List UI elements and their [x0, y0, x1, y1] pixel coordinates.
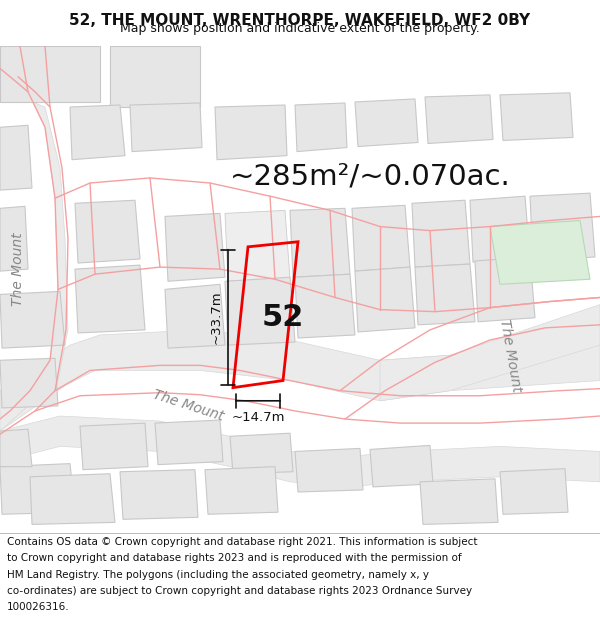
Polygon shape	[70, 105, 125, 160]
Polygon shape	[0, 92, 68, 431]
Polygon shape	[0, 206, 28, 271]
Polygon shape	[75, 200, 140, 263]
Polygon shape	[295, 274, 355, 338]
Polygon shape	[355, 267, 415, 332]
Polygon shape	[0, 429, 32, 467]
Polygon shape	[0, 291, 65, 348]
Polygon shape	[370, 446, 433, 487]
Polygon shape	[295, 103, 347, 152]
Polygon shape	[500, 469, 568, 514]
Polygon shape	[0, 125, 32, 190]
Polygon shape	[120, 470, 198, 519]
Text: to Crown copyright and database rights 2023 and is reproduced with the permissio: to Crown copyright and database rights 2…	[7, 553, 462, 563]
Text: The Mount: The Mount	[497, 318, 523, 392]
Text: ~14.7m: ~14.7m	[231, 411, 285, 424]
Text: Contains OS data © Crown copyright and database right 2021. This information is : Contains OS data © Crown copyright and d…	[7, 537, 478, 547]
Text: ~33.7m: ~33.7m	[210, 291, 223, 344]
Text: The Mount: The Mount	[11, 232, 25, 306]
Polygon shape	[155, 420, 223, 464]
Text: Map shows position and indicative extent of the property.: Map shows position and indicative extent…	[120, 22, 480, 34]
Polygon shape	[0, 46, 100, 102]
Text: ~285m²/~0.070ac.: ~285m²/~0.070ac.	[230, 162, 511, 191]
Text: 100026316.: 100026316.	[7, 602, 70, 612]
Text: co-ordinates) are subject to Crown copyright and database rights 2023 Ordnance S: co-ordinates) are subject to Crown copyr…	[7, 586, 472, 596]
Polygon shape	[500, 93, 573, 141]
Polygon shape	[415, 264, 475, 325]
Polygon shape	[30, 474, 115, 524]
Polygon shape	[75, 265, 145, 333]
Text: The Mount: The Mount	[151, 388, 225, 424]
Polygon shape	[225, 278, 295, 345]
Polygon shape	[530, 193, 595, 261]
Text: HM Land Registry. The polygons (including the associated geometry, namely x, y: HM Land Registry. The polygons (includin…	[7, 569, 429, 579]
Polygon shape	[355, 99, 418, 146]
Polygon shape	[165, 213, 225, 281]
Polygon shape	[0, 330, 600, 431]
Polygon shape	[225, 211, 290, 281]
Polygon shape	[412, 200, 470, 267]
Polygon shape	[230, 433, 293, 474]
Polygon shape	[130, 103, 202, 152]
Polygon shape	[475, 257, 535, 322]
Polygon shape	[80, 423, 148, 470]
Polygon shape	[425, 95, 493, 144]
Polygon shape	[0, 416, 600, 487]
Polygon shape	[205, 467, 278, 514]
Polygon shape	[0, 464, 75, 514]
Polygon shape	[470, 196, 530, 262]
Polygon shape	[352, 205, 410, 271]
Polygon shape	[420, 479, 498, 524]
Polygon shape	[380, 304, 600, 401]
Polygon shape	[490, 221, 590, 284]
Text: 52: 52	[262, 303, 304, 332]
Polygon shape	[295, 448, 363, 492]
Polygon shape	[0, 358, 58, 408]
Polygon shape	[165, 284, 225, 348]
Text: 52, THE MOUNT, WRENTHORPE, WAKEFIELD, WF2 0BY: 52, THE MOUNT, WRENTHORPE, WAKEFIELD, WF…	[70, 13, 530, 28]
Polygon shape	[215, 105, 287, 160]
Polygon shape	[110, 46, 200, 107]
Polygon shape	[290, 208, 350, 278]
